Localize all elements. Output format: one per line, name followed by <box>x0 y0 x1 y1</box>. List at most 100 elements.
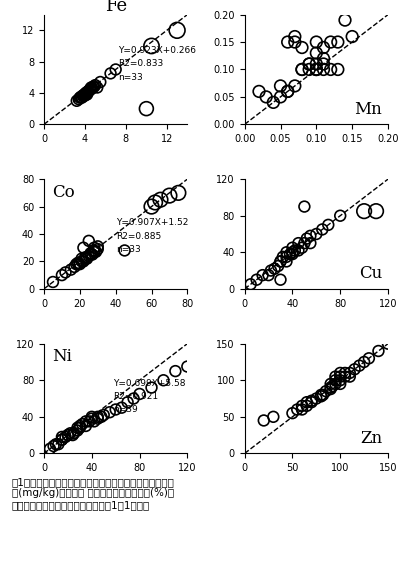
Point <box>65 431 71 440</box>
Point <box>275 261 281 271</box>
Point <box>299 43 305 52</box>
Point <box>94 245 101 254</box>
Point <box>271 264 278 273</box>
Point <box>91 417 97 426</box>
Point <box>157 195 164 204</box>
Point <box>94 83 100 92</box>
Point <box>320 43 327 52</box>
Point <box>337 369 344 378</box>
Point <box>88 83 94 92</box>
Point <box>97 77 104 87</box>
Point <box>329 381 336 391</box>
Point <box>86 252 92 261</box>
Point <box>78 257 85 266</box>
Point <box>89 84 95 93</box>
Point <box>277 257 284 266</box>
Point <box>59 435 65 445</box>
Point <box>284 87 291 96</box>
Point <box>143 104 150 113</box>
Point <box>328 37 334 47</box>
Point <box>248 280 254 289</box>
Point <box>94 242 101 251</box>
Point <box>68 265 74 274</box>
Point <box>148 42 155 51</box>
Point <box>313 65 320 74</box>
Point <box>71 429 77 438</box>
Point <box>85 87 91 96</box>
Point <box>124 398 131 407</box>
Text: Zn: Zn <box>360 430 382 447</box>
Point <box>148 383 155 392</box>
Point <box>313 59 320 68</box>
Point <box>287 249 293 259</box>
Text: Mn: Mn <box>354 101 382 118</box>
Point <box>86 417 92 426</box>
Point <box>83 417 89 426</box>
Point <box>88 84 94 94</box>
Point <box>304 398 310 407</box>
Text: Y=0.699X+5.58
R2=0.921
n=39: Y=0.699X+5.58 R2=0.921 n=39 <box>113 378 185 414</box>
Point <box>337 372 344 381</box>
Point <box>304 401 310 411</box>
Point <box>88 412 95 421</box>
Point <box>277 92 284 102</box>
Point <box>91 246 97 255</box>
Point <box>92 81 98 90</box>
Point <box>86 236 92 246</box>
Point <box>301 239 308 248</box>
Point <box>313 49 320 58</box>
Point <box>299 65 305 74</box>
Point <box>50 277 56 287</box>
Point <box>83 421 89 431</box>
Point <box>265 270 272 280</box>
Point <box>122 246 128 255</box>
Point <box>277 257 284 266</box>
Point <box>328 65 334 74</box>
Point <box>80 243 87 252</box>
Point <box>337 211 344 221</box>
Text: 図1．耕地および隣接する未耕地の表層土壌中の元素含有
率(mg/kg)の関係、 ただし鉄とマンガンは(%)。
横軸：未耕地、縦軸：耕地、鎖線は1対1を表す: 図1．耕地および隣接する未耕地の表層土壌中の元素含有 率(mg/kg)の関係、 … <box>12 477 175 510</box>
Point <box>55 439 62 449</box>
Point <box>79 93 85 102</box>
Point <box>90 82 96 91</box>
Point <box>89 250 96 259</box>
Point <box>277 275 284 284</box>
Point <box>79 419 86 429</box>
Point <box>320 59 327 68</box>
Point <box>172 366 178 376</box>
Point <box>313 65 320 74</box>
Point <box>106 408 113 417</box>
Point <box>319 225 326 234</box>
Point <box>328 379 334 388</box>
Point <box>328 384 334 394</box>
Point <box>112 405 119 414</box>
Point <box>91 243 97 252</box>
Point <box>289 249 296 259</box>
Point <box>59 435 65 445</box>
Point <box>93 247 99 256</box>
Point <box>73 260 80 269</box>
Point <box>62 432 69 442</box>
Point <box>74 426 81 435</box>
Point <box>295 239 302 248</box>
Point <box>346 372 353 381</box>
Point <box>71 429 77 438</box>
Point <box>318 392 324 401</box>
Point <box>306 59 312 68</box>
Point <box>299 401 305 411</box>
Point <box>318 390 324 400</box>
Point <box>84 254 90 263</box>
Point <box>256 87 262 96</box>
Point <box>361 207 367 216</box>
Point <box>166 191 173 200</box>
Point <box>77 93 83 102</box>
Point <box>84 90 90 99</box>
Point <box>62 268 69 277</box>
Point <box>342 369 348 378</box>
Point <box>98 412 104 421</box>
Point <box>299 243 305 252</box>
Point <box>82 90 88 99</box>
Point <box>59 432 65 442</box>
Point <box>351 364 358 374</box>
Point <box>174 26 180 35</box>
